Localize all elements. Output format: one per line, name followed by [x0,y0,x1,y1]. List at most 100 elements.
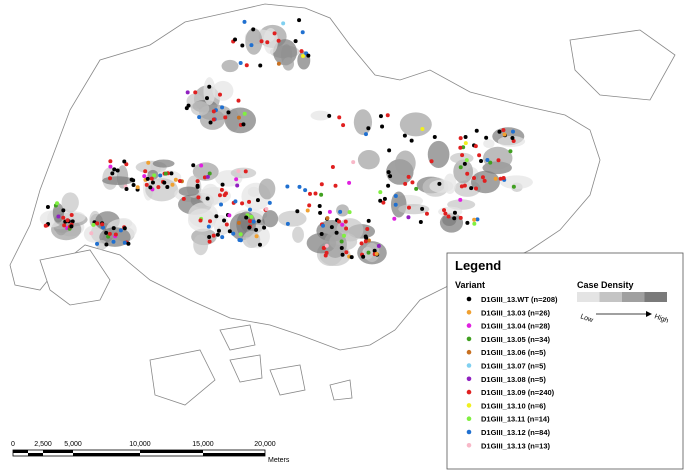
legend-dot [466,403,472,408]
scale-segment [13,450,28,453]
case-point [378,190,383,195]
case-point [511,184,516,189]
case-point [131,178,136,183]
density-blob [439,212,464,233]
case-point [240,43,245,48]
case-point [211,109,216,114]
case-point [393,202,398,207]
case-point [244,215,249,220]
case-point [497,129,502,134]
density-blob [224,107,256,134]
density-swatch [577,292,600,302]
case-point [202,175,207,180]
case-point [244,63,249,68]
case-point [219,202,224,207]
case-point [347,210,352,215]
case-point [242,111,247,116]
case-point [110,171,115,176]
case-point [429,159,434,164]
scale-unit: Meters [268,457,290,464]
case-point [207,239,212,244]
case-point [392,216,397,221]
case-point [257,242,262,247]
case-point [173,177,178,182]
case-point [511,129,516,134]
case-point [511,138,516,143]
density-blob [398,203,430,215]
density-heading: Case Density [577,280,634,290]
case-point [248,219,253,224]
density-blob [427,140,450,168]
case-point [197,115,202,120]
case-point [359,241,364,246]
case-point [378,198,383,203]
case-point [366,126,371,131]
case-point [474,128,479,133]
case-point [195,179,200,184]
case-point [107,231,112,236]
case-point [251,219,256,224]
case-point [236,115,241,120]
density-blob [178,186,200,197]
case-point [460,153,465,158]
case-point [297,18,302,23]
case-point [446,214,451,219]
case-point [300,30,305,35]
case-point [152,173,157,178]
case-point [162,180,167,185]
case-point [281,21,286,26]
density-blob [201,183,220,207]
case-point [69,224,74,229]
case-point [196,195,201,200]
case-point [462,183,467,188]
case-point [465,220,470,225]
case-point [343,219,348,224]
case-point [249,214,254,219]
case-point [276,61,281,66]
density-blob [262,210,279,228]
density-swatch [599,292,622,302]
case-point [237,238,242,243]
case-point [217,92,222,97]
case-point [89,231,94,236]
case-point [386,183,391,188]
case-point [62,223,67,228]
density-blob [258,178,276,200]
density-blob [193,234,209,256]
case-point [484,135,489,140]
case-point [472,175,477,180]
case-point [236,169,241,174]
legend-dot [466,363,472,368]
legend-label: D1GIII_13.10 (n=6) [481,401,546,410]
density-blob [453,159,474,184]
case-point [364,236,369,241]
case-point [380,124,385,129]
case-point [325,216,330,221]
case-point [410,180,415,185]
case-point [126,241,131,246]
legend-label: D1GIII_13.06 (n=5) [481,348,546,357]
case-point [234,177,239,182]
case-point [366,238,371,243]
case-point [418,220,423,225]
case-point [317,204,322,209]
case-point [122,159,127,164]
case-point [341,123,346,128]
case-point [207,171,212,176]
case-point [95,221,100,226]
legend-dot [466,296,472,302]
scale-labels: 0 2,500 5,000 10,000 15,000 20,000 [11,441,276,448]
case-point [458,215,463,220]
case-point [321,246,326,251]
case-point [333,183,338,188]
case-point [247,199,252,204]
pulau-ubin [569,29,676,101]
case-point [406,174,411,179]
legend-box [446,252,684,470]
case-point [376,243,381,248]
case-point [91,222,96,227]
case-point [108,164,113,169]
legend-label: D1GIII_13.11 (n=14) [481,415,550,424]
case-point [469,186,474,191]
